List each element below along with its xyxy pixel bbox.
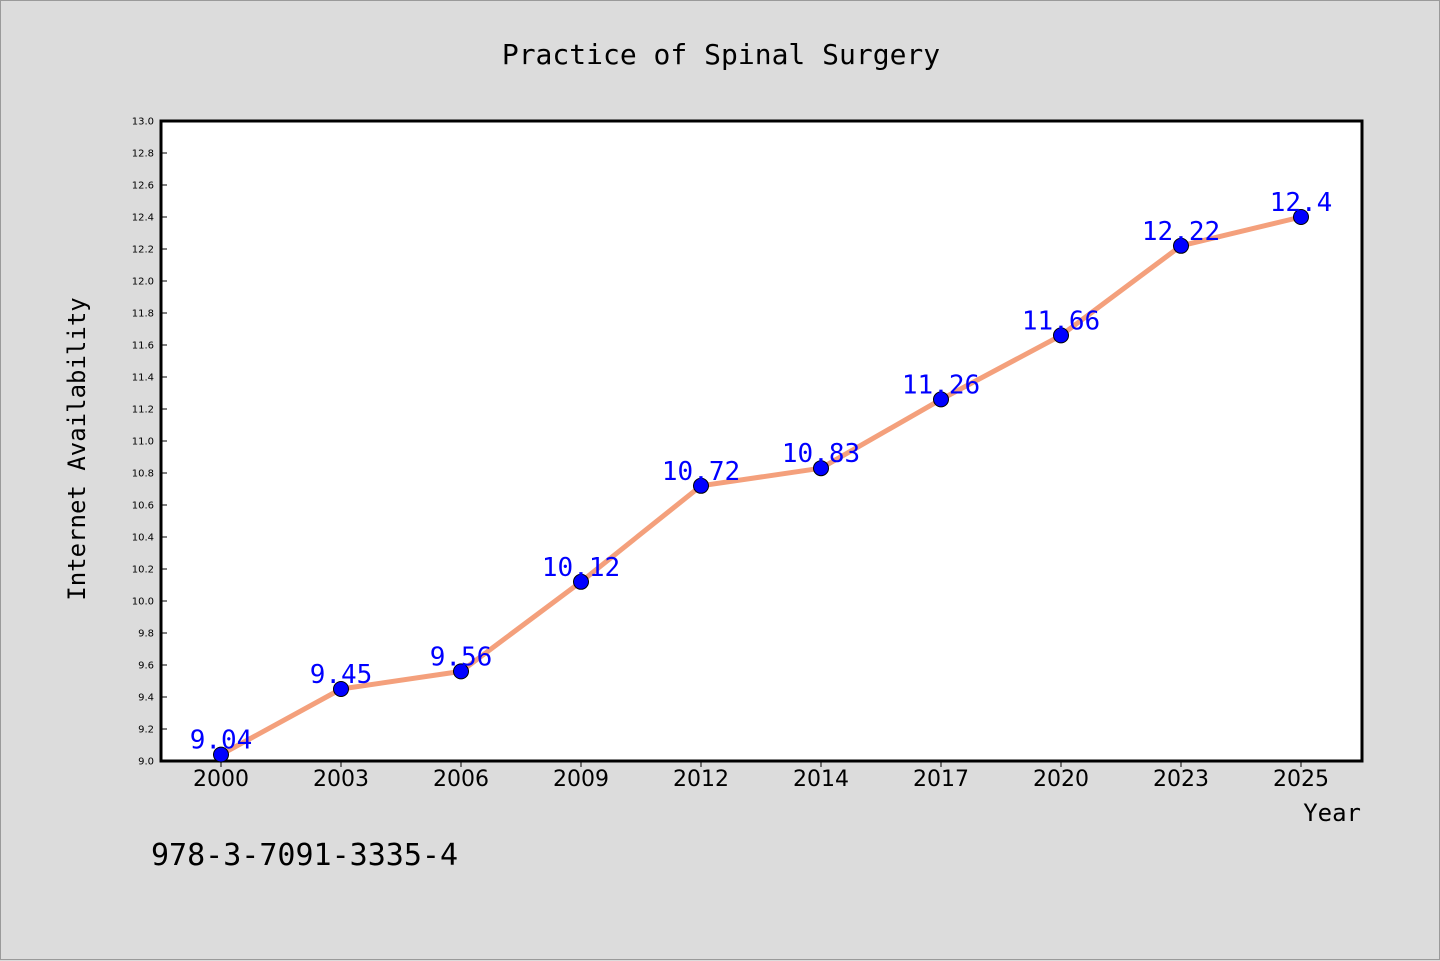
- data-point: [813, 460, 829, 477]
- data-label: 12.22: [1142, 217, 1220, 247]
- x-axis: 2000 2003 2006 2009 2012 2014 2017 2020 2023 2025: [193, 761, 1329, 792]
- y-axis: 9.0 9.2 9.4 9.6 9.8 10.0 10.2 10.4 10.6 10.8 11.0 1…: [132, 117, 167, 768]
- data-label: 12.4: [1270, 188, 1333, 218]
- data-label: 10.72: [662, 457, 740, 487]
- series-line: [218, 214, 1304, 758]
- y-tick-label: 9.4: [138, 693, 154, 704]
- x-tick-label: 2025: [1273, 767, 1329, 792]
- data-point: [453, 663, 469, 680]
- x-tick-label: 2020: [1033, 767, 1089, 792]
- y-axis-label: Internet Availability: [63, 297, 91, 600]
- chart-title: Practice of Spinal Surgery: [502, 38, 940, 71]
- y-tick-label: 9.2: [138, 725, 154, 736]
- data-label-layer: 9.04 9.45 9.56 10.12 10.72 10.83 11.26 11.66 12.…: [190, 188, 1333, 756]
- y-tick-label: 10.0: [132, 597, 154, 608]
- series-layer: [213, 209, 1309, 763]
- x-tick-label: 2006: [433, 767, 489, 792]
- x-tick-label: 2009: [553, 767, 609, 792]
- y-tick-label: 11.8: [132, 309, 154, 320]
- y-tick-label: 12.4: [132, 213, 154, 224]
- x-tick-label: 2012: [673, 767, 729, 792]
- data-label: 9.45: [310, 660, 373, 690]
- data-point: [213, 746, 229, 763]
- y-tick-label: 12.2: [132, 245, 154, 256]
- isbn-caption: 978-3-7091-3335-4: [151, 838, 458, 873]
- data-point: [573, 573, 589, 590]
- y-tick-label: 11.4: [132, 373, 154, 384]
- data-label: 9.56: [430, 642, 493, 672]
- x-tick-label: 2000: [193, 767, 249, 792]
- data-label: 11.66: [1022, 306, 1100, 336]
- x-tick-label: 2003: [313, 767, 369, 792]
- y-tick-label: 11.6: [132, 341, 154, 352]
- data-label: 11.26: [902, 370, 980, 400]
- y-tick-label: 9.6: [138, 661, 154, 672]
- data-label: 10.12: [542, 553, 620, 583]
- data-point: [333, 681, 349, 697]
- x-tick-label: 2023: [1153, 767, 1209, 792]
- y-tick-label: 12.6: [132, 181, 154, 192]
- data-label: 10.83: [782, 439, 860, 469]
- y-tick-label: 12.0: [132, 277, 154, 288]
- y-tick-label: 11.2: [132, 405, 154, 416]
- data-point: [1173, 237, 1189, 254]
- y-tick-label: 9.0: [138, 757, 154, 768]
- x-tick-label: 2014: [793, 767, 849, 792]
- y-tick-label: 13.0: [132, 117, 154, 128]
- y-tick-label: 10.6: [132, 501, 154, 512]
- y-tick-label: 10.4: [132, 533, 154, 544]
- data-point: [693, 477, 709, 494]
- y-tick-label: 12.8: [132, 149, 154, 160]
- y-tick-label: 10.8: [132, 469, 154, 480]
- y-tick-label: 11.0: [132, 437, 154, 448]
- x-axis-label: Year: [1303, 799, 1361, 827]
- data-point: [1293, 209, 1309, 225]
- data-label: 9.04: [190, 726, 253, 756]
- y-tick-label: 10.2: [132, 565, 154, 576]
- plot-area: [159, 119, 1364, 763]
- data-point: [1053, 327, 1069, 344]
- x-tick-label: 2017: [913, 767, 969, 792]
- y-tick-label: 9.8: [138, 629, 154, 640]
- data-point: [933, 391, 949, 408]
